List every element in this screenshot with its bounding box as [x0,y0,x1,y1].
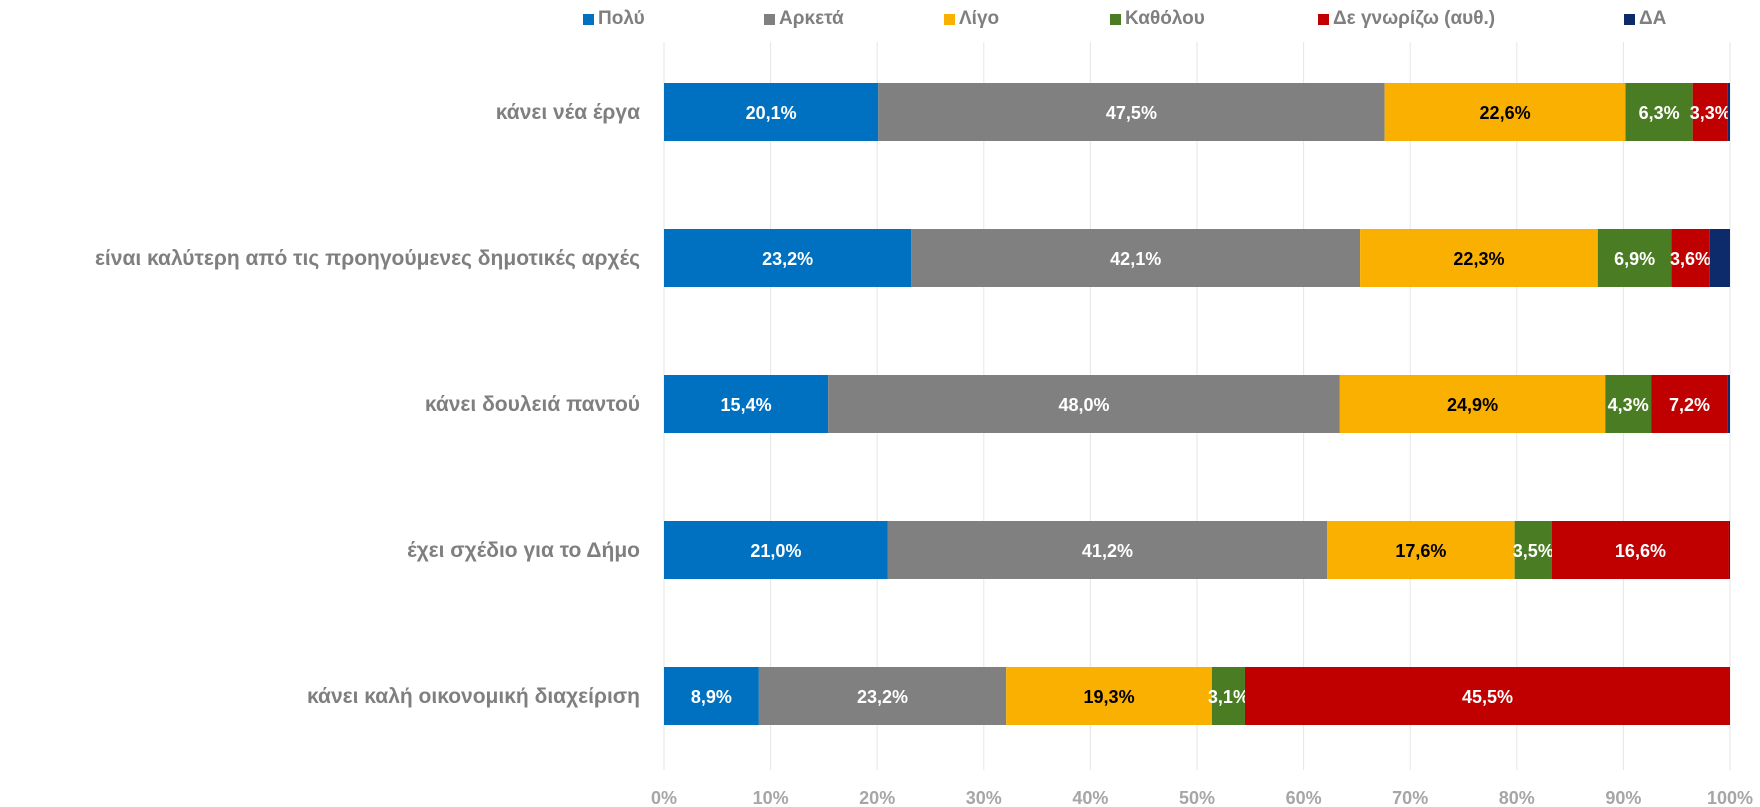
legend-swatch [1624,13,1635,25]
bar-segment [1360,229,1598,287]
data-label: 3,1% [1208,687,1249,707]
category-label: κάνει νέα έργα [496,101,640,124]
chart-legend: Πολύ Αρκετά Λίγο Καθόλου Δε γνωρίζω (αυθ.) ΔΑ [0,8,1760,32]
bar-segment [887,521,1328,579]
legend-item: Πολύ [583,8,645,30]
x-tick-label: 40% [1072,788,1108,807]
category-label: είναι καλύτερη από τις προηγούμενες δημο… [95,247,640,270]
bar-segment [664,375,829,433]
bar-segment [664,667,759,725]
legend-label: Λίγο [959,8,1000,29]
data-label: 48,0% [1058,395,1109,415]
data-label: 21,0% [750,541,801,561]
legend-swatch [764,13,775,25]
legend-swatch [1318,13,1329,25]
bar-segment [1551,521,1729,579]
legend-label: Αρκετά [779,8,844,29]
data-label: 19,3% [1084,687,1135,707]
data-label: 4,3% [1608,395,1649,415]
bar-segment [1727,375,1730,433]
bar-segment [1006,667,1212,725]
data-label: 17,6% [1395,541,1446,561]
legend-item: Λίγο [944,8,999,30]
x-tick-label: 100% [1707,788,1753,807]
data-label: 45,5% [1462,687,1513,707]
bar-segment [1651,375,1728,433]
legend-label: Δε γνωρίζω (αυθ.) [1333,8,1496,29]
data-label: 24,9% [1447,395,1498,415]
legend-item: Δε γνωρίζω (αυθ.) [1318,8,1495,30]
bar-segment [1692,83,1728,141]
data-label: 15,4% [721,395,772,415]
legend-swatch [944,13,955,25]
legend-item: Καθόλου [1110,8,1205,30]
legend-label: Καθόλου [1125,8,1205,29]
category-label: κάνει δουλειά παντού [425,393,640,416]
category-label: κάνει καλή οικονομική διαχείριση [307,685,640,708]
x-tick-label: 30% [966,788,1002,807]
bar-segment [1625,83,1693,141]
bar-segment [828,375,1340,433]
x-tick-label: 80% [1499,788,1535,807]
data-label: 6,9% [1614,249,1655,269]
category-label: έχει σχέδιο για το Δήμο [407,539,640,562]
data-label: 23,2% [857,687,908,707]
data-label: 22,6% [1480,103,1531,123]
legend-label: ΔΑ [1639,8,1667,29]
bar-segment [1709,229,1730,287]
data-label: 6,3% [1639,103,1680,123]
legend-item: ΔΑ [1624,8,1666,30]
bar-segment [1244,667,1730,725]
bar-segment [1211,667,1245,725]
data-label: 22,3% [1453,249,1504,269]
bar-segment [1339,375,1606,433]
data-label: 16,6% [1615,541,1666,561]
x-tick-label: 90% [1605,788,1641,807]
data-label: 41,2% [1082,541,1133,561]
legend-item: Αρκετά [764,8,844,30]
bar-segment [1728,521,1730,579]
data-label: 47,5% [1106,103,1157,123]
data-label: 3,6% [1670,249,1711,269]
bar-segment [1514,521,1552,579]
bar-segment [1597,229,1672,287]
data-label: 3,5% [1513,541,1554,561]
bar-segment [878,83,1385,141]
data-label: 42,1% [1110,249,1161,269]
x-tick-label: 70% [1392,788,1428,807]
bar-segment [664,229,912,287]
bar-segment [1727,83,1730,141]
data-label: 20,1% [746,103,797,123]
bar-segment [911,229,1361,287]
data-label: 8,9% [691,687,732,707]
bar-segment [1327,521,1515,579]
data-label: 7,2% [1669,395,1710,415]
data-label: 3,3% [1690,103,1731,123]
x-tick-label: 20% [859,788,895,807]
x-tick-label: 10% [753,788,789,807]
legend-label: Πολύ [598,8,645,29]
x-tick-label: 0% [651,788,677,807]
data-label: 23,2% [762,249,813,269]
legend-swatch [583,13,594,25]
bar-segment [1605,375,1652,433]
bar-segment [1671,229,1710,287]
bar-segment [664,521,888,579]
x-tick-label: 50% [1179,788,1215,807]
bar-segment [664,83,879,141]
legend-swatch [1110,13,1121,25]
bar-segment [1384,83,1626,141]
x-tick-label: 60% [1286,788,1322,807]
bar-segment [758,667,1007,725]
